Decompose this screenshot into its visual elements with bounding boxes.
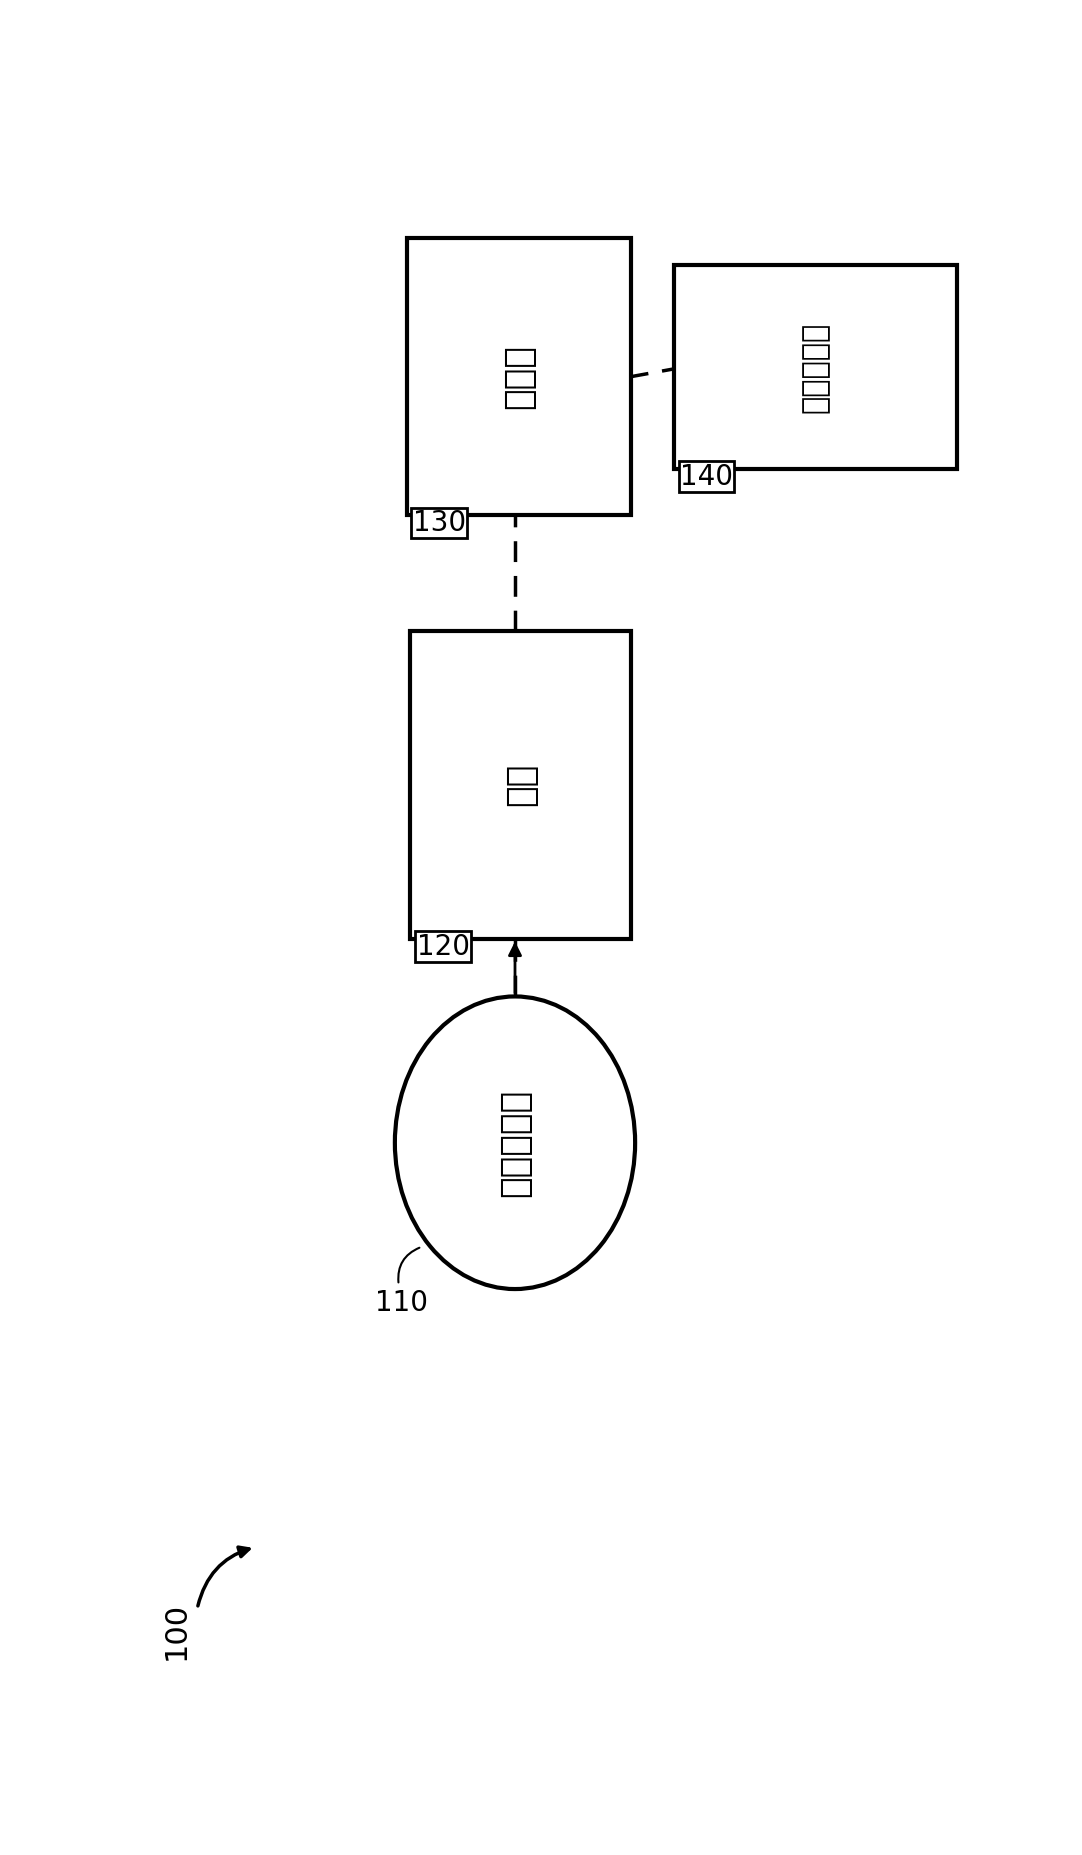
Text: 120: 120 [417,933,470,961]
Text: 110: 110 [375,1289,428,1317]
Bar [674,265,956,469]
Text: 系统控制器: 系统控制器 [801,321,830,412]
Bar [407,237,631,516]
Text: 服务器: 服务器 [502,345,536,410]
Text: 140: 140 [681,464,734,492]
Bar [410,631,631,939]
Text: 仓器化衬底: 仓器化衬底 [498,1089,532,1196]
Text: 100: 100 [162,1601,190,1660]
Text: 130: 130 [412,508,466,538]
Text: 容器: 容器 [504,762,538,807]
